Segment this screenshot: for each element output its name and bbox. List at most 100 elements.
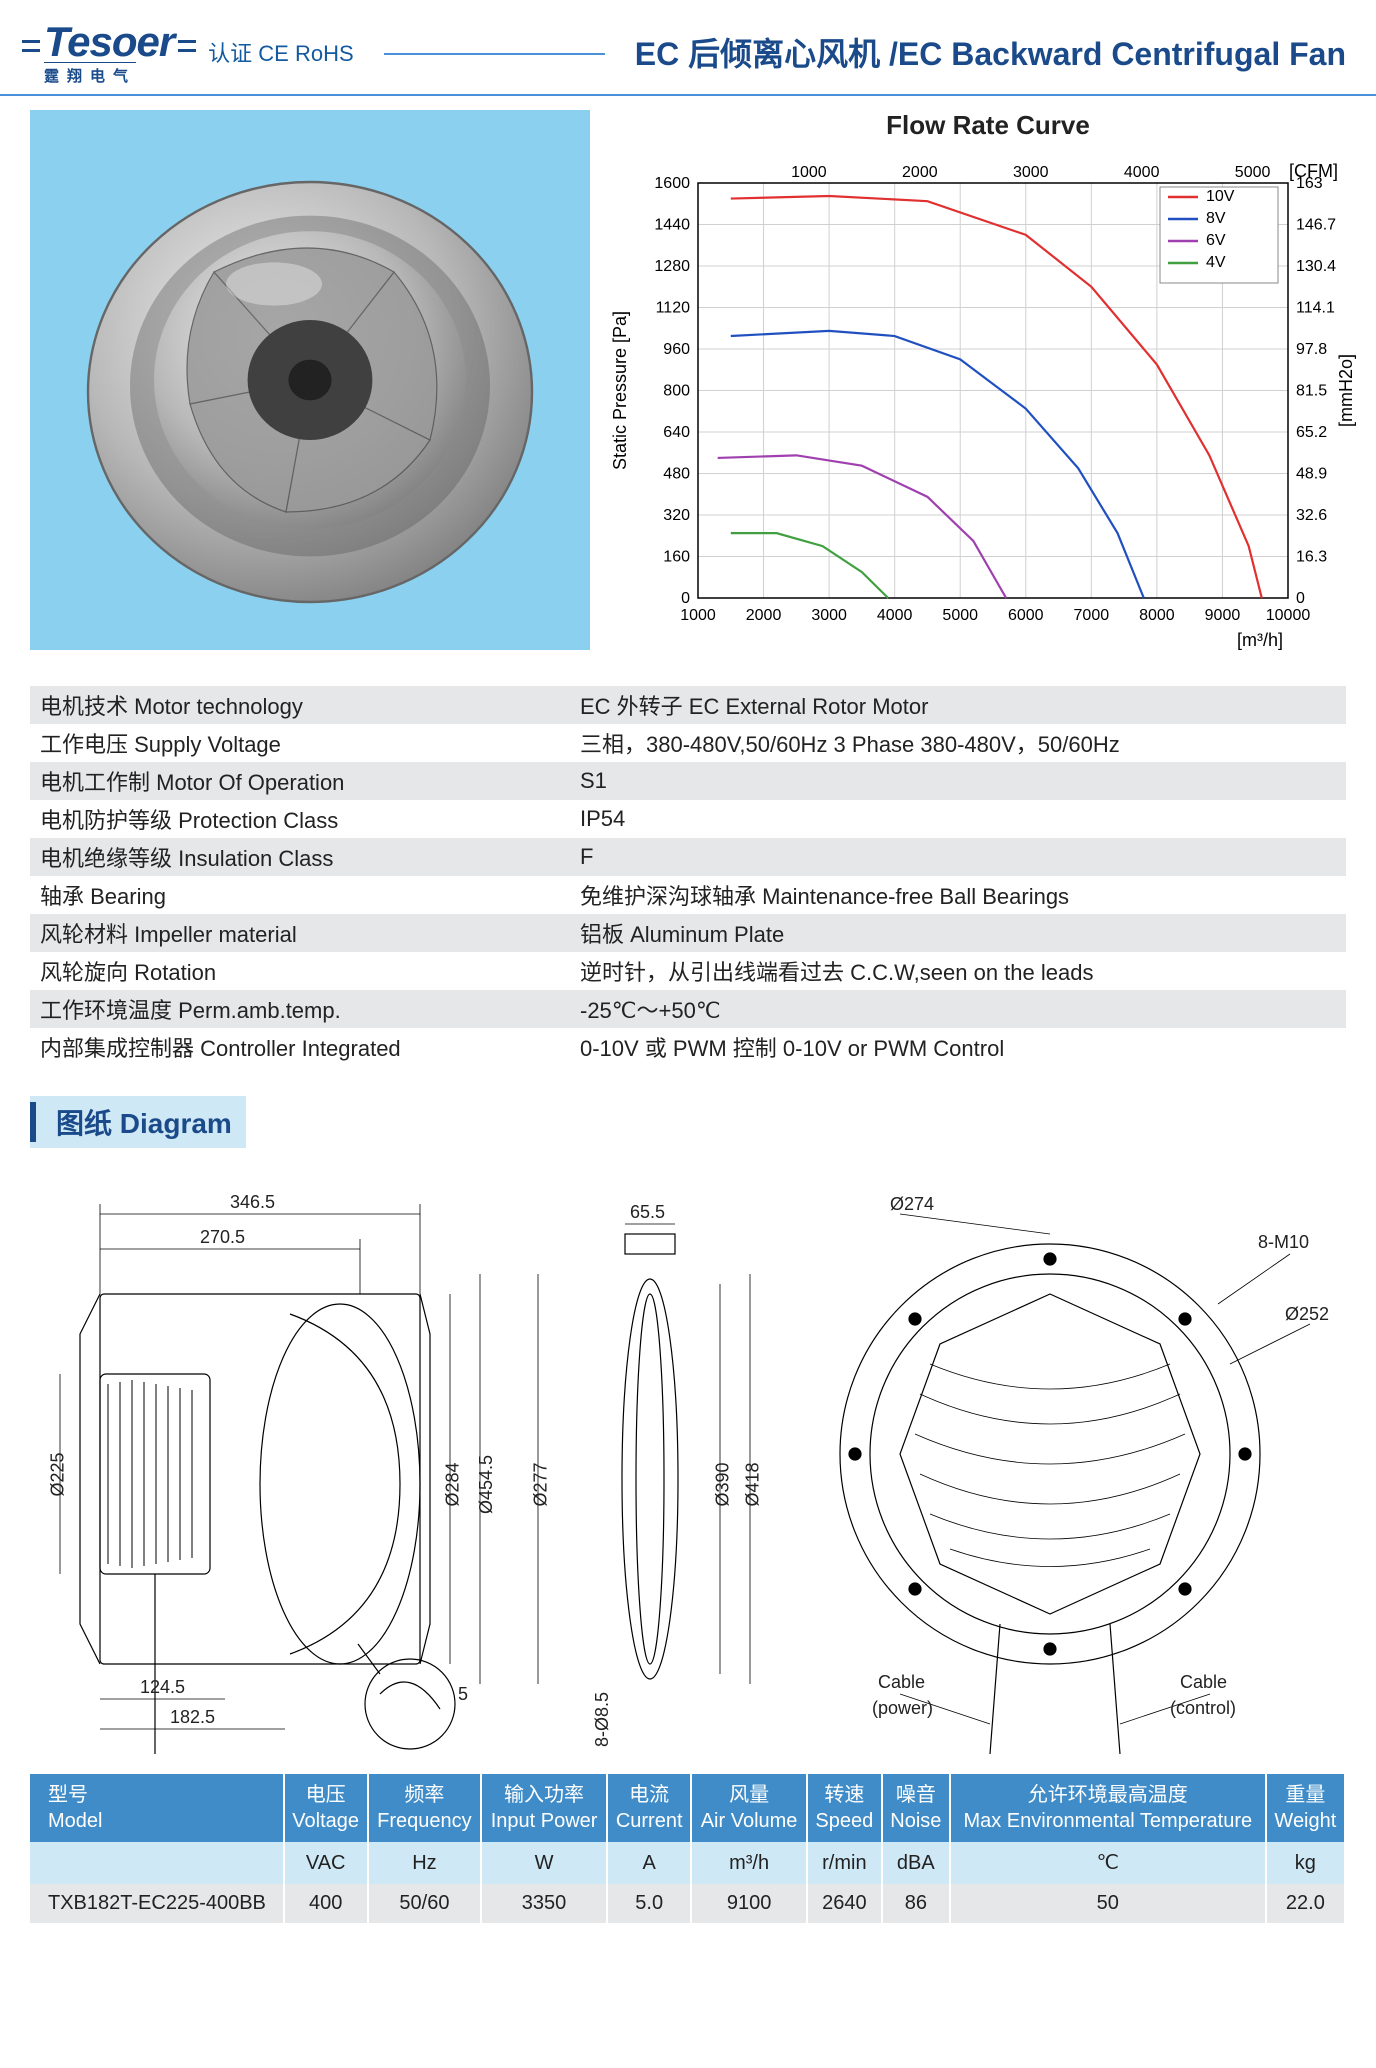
svg-text:1600: 1600 (654, 175, 690, 192)
svg-text:0: 0 (1296, 590, 1305, 607)
dim: 8-M10 (1258, 1232, 1309, 1253)
spec-row: 工作环境温度 Perm.amb.temp.-25℃～+50℃ (30, 990, 1346, 1028)
model-unit: Hz (368, 1842, 481, 1884)
model-unit (30, 1842, 284, 1884)
svg-text:800: 800 (663, 383, 690, 400)
svg-text:160: 160 (663, 549, 690, 566)
svg-text:9000: 9000 (1205, 607, 1241, 624)
spec-row: 风轮旋向 Rotation逆时针，从引出线端看过去 C.C.W,seen on … (30, 952, 1346, 990)
dim: Ø252 (1285, 1304, 1329, 1325)
svg-text:1000: 1000 (791, 164, 827, 181)
dim: 124.5 (140, 1677, 185, 1698)
spec-key: 风轮旋向 Rotation (30, 952, 570, 990)
spec-row: 电机工作制 Motor Of OperationS1 (30, 762, 1346, 800)
spec-value: 逆时针，从引出线端看过去 C.C.W,seen on the leads (570, 952, 1346, 990)
svg-text:5000: 5000 (1235, 164, 1271, 181)
dim: Ø225 (48, 1452, 69, 1496)
model-unit: A (607, 1842, 691, 1884)
dim: Ø454.5 (476, 1455, 497, 1514)
dim: Ø284 (443, 1462, 464, 1506)
spec-value: -25℃～+50℃ (570, 990, 1346, 1028)
model-header: 转速Speed (807, 1774, 882, 1842)
page-title: EC 后倾离心风机 /EC Backward Centrifugal Fan (635, 29, 1346, 75)
svg-text:1440: 1440 (654, 217, 690, 234)
svg-text:8000: 8000 (1139, 607, 1175, 624)
model-header: 电流Current (607, 1774, 691, 1842)
model-unit: dBA (882, 1842, 950, 1884)
model-header: 风量Air Volume (691, 1774, 807, 1842)
diagram-area: 346.5 270.5 65.5 Ø225 Ø284 Ø454.5 Ø277 Ø… (30, 1154, 1346, 1774)
svg-text:65.2: 65.2 (1296, 424, 1327, 441)
svg-text:10V: 10V (1206, 188, 1235, 205)
svg-text:48.9: 48.9 (1296, 466, 1327, 483)
product-photo (30, 110, 590, 650)
model-unit: m³/h (691, 1842, 807, 1884)
svg-text:8V: 8V (1206, 210, 1226, 227)
svg-text:3000: 3000 (811, 607, 847, 624)
spec-key: 内部集成控制器 Controller Integrated (30, 1028, 570, 1066)
dim: 5 (458, 1684, 468, 1705)
model-unit: ℃ (950, 1842, 1266, 1884)
svg-text:4V: 4V (1206, 254, 1226, 271)
model-row: TXB182T-EC225-400BB40050/6033505.0910026… (30, 1884, 1345, 1923)
spec-row: 内部集成控制器 Controller Integrated0-10V 或 PWM… (30, 1028, 1346, 1066)
spec-value: IP54 (570, 800, 1346, 838)
svg-text:10000: 10000 (1266, 607, 1311, 624)
diagram-heading: 图纸 Diagram (30, 1096, 246, 1148)
svg-text:960: 960 (663, 341, 690, 358)
model-header: 重量Weight (1266, 1774, 1345, 1842)
svg-text:5000: 5000 (942, 607, 978, 624)
header: Tesoer 霆翔电气 认证 CE RoHS EC 后倾离心风机 /EC Bac… (0, 0, 1376, 96)
model-cell: TXB182T-EC225-400BB (30, 1884, 284, 1923)
spec-key: 电机工作制 Motor Of Operation (30, 762, 570, 800)
svg-text:320: 320 (663, 507, 690, 524)
dim: Cable (878, 1672, 925, 1693)
model-header: 频率Frequency (368, 1774, 481, 1842)
model-table: 型号Model电压Voltage频率Frequency输入功率Input Pow… (30, 1774, 1346, 1923)
svg-text:81.5: 81.5 (1296, 383, 1327, 400)
spec-key: 工作电压 Supply Voltage (30, 724, 570, 762)
svg-text:2000: 2000 (746, 607, 782, 624)
spec-value: F (570, 838, 1346, 876)
model-unit: r/min (807, 1842, 882, 1884)
flow-rate-chart: Flow Rate Curve 1000 2000 3000 4000 5000 6000… (598, 110, 1376, 668)
svg-text:6V: 6V (1206, 232, 1226, 249)
model-unit: kg (1266, 1842, 1345, 1884)
spec-key: 电机绝缘等级 Insulation Class (30, 838, 570, 876)
spec-value: EC 外转子 EC External Rotor Motor (570, 686, 1346, 724)
model-header: 噪音Noise (882, 1774, 950, 1842)
model-cell: 2640 (807, 1884, 882, 1923)
svg-text:3000: 3000 (1013, 164, 1049, 181)
svg-text:97.8: 97.8 (1296, 341, 1327, 358)
model-unit: VAC (284, 1842, 368, 1884)
svg-text:130.4: 130.4 (1296, 258, 1336, 275)
svg-text:480: 480 (663, 466, 690, 483)
fan-icon (70, 140, 550, 620)
model-header: 型号Model (30, 1774, 284, 1842)
dim: 182.5 (170, 1707, 215, 1728)
spec-row: 电机技术 Motor technologyEC 外转子 EC External … (30, 686, 1346, 724)
model-cell: 3350 (481, 1884, 607, 1923)
svg-text:6000: 6000 (1008, 607, 1044, 624)
spec-value: S1 (570, 762, 1346, 800)
spec-table: 电机技术 Motor technologyEC 外转子 EC External … (30, 686, 1346, 1066)
model-cell: 22.0 (1266, 1884, 1345, 1923)
spec-row: 轴承 Bearing免维护深沟球轴承 Maintenance-free Ball… (30, 876, 1346, 914)
spec-key: 电机技术 Motor technology (30, 686, 570, 724)
dim: Ø418 (743, 1462, 764, 1506)
spec-row: 电机防护等级 Protection ClassIP54 (30, 800, 1346, 838)
spec-key: 风轮材料 Impeller material (30, 914, 570, 952)
svg-text:4000: 4000 (1124, 164, 1160, 181)
svg-text:2000: 2000 (902, 164, 938, 181)
dim: Cable (1180, 1672, 1227, 1693)
dim: Ø390 (713, 1462, 734, 1506)
svg-text:7000: 7000 (1074, 607, 1110, 624)
dim: 65.5 (630, 1202, 665, 1223)
divider (384, 53, 605, 55)
logo: Tesoer 霆翔电气 (30, 18, 188, 86)
model-table-wrap: 型号Model电压Voltage频率Frequency输入功率Input Pow… (30, 1774, 1346, 1923)
svg-text:146.7: 146.7 (1296, 217, 1336, 234)
chart-title: Flow Rate Curve (608, 110, 1368, 141)
svg-text:4000: 4000 (877, 607, 913, 624)
model-cell: 5.0 (607, 1884, 691, 1923)
